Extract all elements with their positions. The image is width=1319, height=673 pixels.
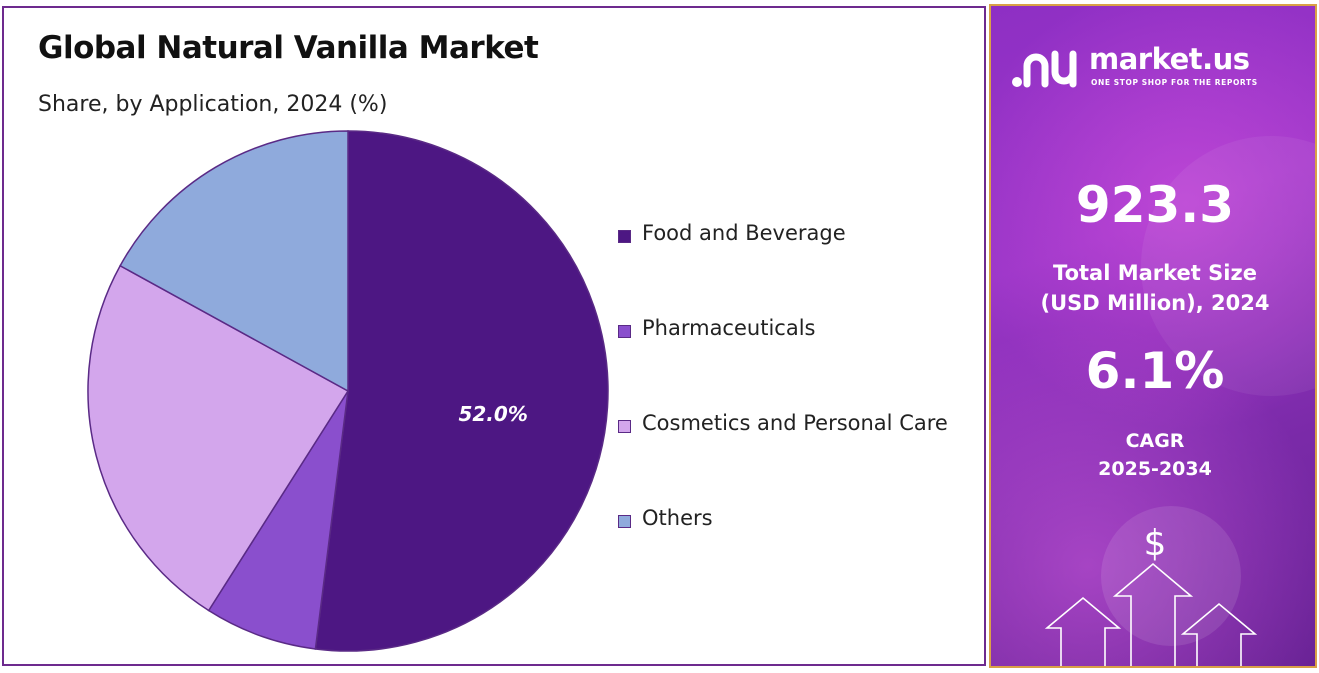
data-label: 52.0% (458, 402, 527, 426)
legend-swatch (618, 515, 631, 528)
market-size-value: 923.3 (1075, 176, 1235, 234)
pie-slice-others (119, 130, 349, 393)
legend-label: Pharmaceuticals (642, 316, 816, 340)
cagr-label-line1: CAGR (1125, 430, 1185, 452)
legend-label: Cosmetics and Personal Care (642, 411, 948, 435)
chart-subtitle: Share, by Application, 2024 (%) (38, 92, 388, 117)
pie-slice-pharmaceuticals (207, 390, 349, 650)
brand-tagline: ONE STOP SHOP FOR THE REPORTS (1091, 78, 1258, 87)
chart-panel: Global Natural Vanilla Market Share, by … (2, 6, 986, 666)
pie-slice-food-and-beverage (314, 130, 609, 652)
legend-label: Food and Beverage (642, 221, 846, 245)
cagr-value: 6.1% (1085, 342, 1225, 400)
brand-logo: market.us ONE STOP SHOP FOR THE REPORTS (1009, 42, 1309, 96)
growth-arrows-icon (1044, 562, 1258, 666)
pie-slice-cosmetics-and-personal-care (87, 264, 350, 612)
background-decoration (1101, 506, 1241, 646)
pie-chart: 52.0% (87, 130, 609, 652)
legend-label: Others (642, 506, 713, 530)
chart-title: Global Natural Vanilla Market (38, 30, 539, 66)
legend-swatch (618, 420, 631, 433)
legend-swatch (618, 230, 631, 243)
market-us-logo-icon (1012, 50, 1077, 88)
market-size-label-line2: (USD Million), 2024 (1040, 291, 1270, 315)
legend-swatch (618, 325, 631, 338)
summary-panel: market.us ONE STOP SHOP FOR THE REPORTS … (989, 4, 1317, 668)
market-size-label-line1: Total Market Size (1053, 261, 1257, 285)
brand-name: market.us (1089, 42, 1250, 76)
cagr-label-line2: 2025-2034 (1098, 458, 1212, 480)
dollar-icon: $ (1143, 523, 1167, 564)
